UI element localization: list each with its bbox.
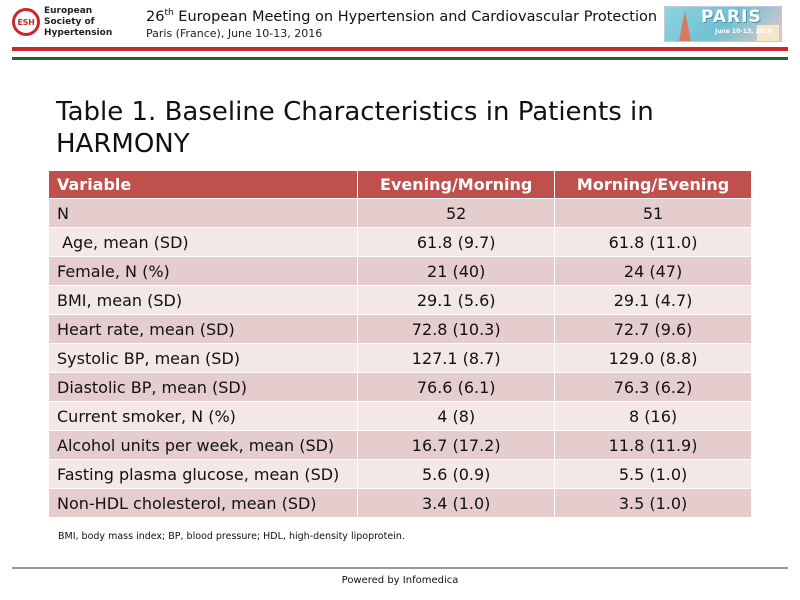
row-morning-evening-value: 72.7 (9.6) [554,314,752,344]
row-morning-evening-value: 24 (47) [554,256,752,286]
table-footnote: BMI, body mass index; BP, blood pressure… [58,531,405,542]
row-evening-morning-value: 127.1 (8.7) [357,343,556,373]
table-row: Heart rate, mean (SD) 72.8 (10.3) 72.7 (… [47,314,752,344]
org-line-3: Hypertension [44,28,113,38]
table-row: Female, N (%) 21 (40) 24 (47) [47,256,752,286]
meeting-ordinal-suffix: th [164,8,174,18]
esh-logo-text: European Society of Hypertension [44,6,112,39]
powered-by: Powered by Infomedica [341,575,459,586]
row-variable: Age, mean (SD) [47,227,359,257]
table-row: Alcohol units per week, mean (SD) 16.7 (… [47,430,752,460]
eiffel-tower-icon [679,11,691,41]
row-variable: Diastolic BP, mean (SD) [47,372,359,402]
footer-rule [12,567,788,569]
row-variable: Heart rate, mean (SD) [47,314,359,344]
row-morning-evening-value: 51 [554,198,752,228]
org-line-1: European [44,6,93,16]
row-variable: Fasting plasma glucose, mean (SD) [47,459,359,489]
column-header-variable: Variable [47,170,359,199]
meeting-location: Paris (France), June 10-13, 2016 [146,26,323,40]
column-header-morning-evening: Morning/Evening [554,170,752,199]
table-row: Current smoker, N (%) 4 (8) 8 (16) [47,401,752,431]
row-variable: Systolic BP, mean (SD) [47,343,359,373]
meeting-title: 26th European Meeting on Hypertension an… [146,8,657,25]
row-variable: BMI, mean (SD) [47,285,359,315]
row-evening-morning-value: 29.1 (5.6) [357,285,556,315]
table-row: Systolic BP, mean (SD) 127.1 (8.7) 129.0… [47,343,752,373]
row-morning-evening-value: 61.8 (11.0) [554,227,752,257]
slide-title: Table 1. Baseline Characteristics in Pat… [56,97,654,159]
table-row: Non-HDL cholesterol, mean (SD) 3.4 (1.0)… [47,488,752,518]
table-row: Diastolic BP, mean (SD) 76.6 (6.1) 76.3 … [47,372,752,402]
row-evening-morning-value: 61.8 (9.7) [357,227,556,257]
table-row: Age, mean (SD) 61.8 (9.7) 61.8 (11.0) [47,227,752,257]
header-rule-green [12,57,788,60]
row-evening-morning-value: 76.6 (6.1) [357,372,556,402]
row-morning-evening-value: 3.5 (1.0) [554,488,752,518]
row-evening-morning-value: 16.7 (17.2) [357,430,556,460]
row-evening-morning-value: 5.6 (0.9) [357,459,556,489]
org-line-2: Society of [44,17,95,27]
row-evening-morning-value: 4 (8) [357,401,556,431]
row-evening-morning-value: 3.4 (1.0) [357,488,556,518]
row-morning-evening-value: 29.1 (4.7) [554,285,752,315]
building-icon [757,25,779,41]
row-morning-evening-value: 76.3 (6.2) [554,372,752,402]
paris-banner-word: PARIS [701,7,762,27]
table-row: BMI, mean (SD) 29.1 (5.6) 29.1 (4.7) [47,285,752,315]
row-evening-morning-value: 72.8 (10.3) [357,314,556,344]
column-header-evening-morning: Evening/Morning [357,170,556,199]
row-variable: Current smoker, N (%) [47,401,359,431]
row-variable: N [47,198,359,228]
row-morning-evening-value: 129.0 (8.8) [554,343,752,373]
paris-banner-date: June 10-13, 2016 [715,28,773,35]
table-row: N 52 51 [47,198,752,228]
row-variable: Non-HDL cholesterol, mean (SD) [47,488,359,518]
meeting-ordinal: 26 [146,8,165,25]
table-row: Fasting plasma glucose, mean (SD) 5.6 (0… [47,459,752,489]
row-evening-morning-value: 52 [357,198,556,228]
row-morning-evening-value: 5.5 (1.0) [554,459,752,489]
header-rule-red [12,47,788,51]
row-evening-morning-value: 21 (40) [357,256,556,286]
row-variable: Female, N (%) [47,256,359,286]
baseline-characteristics-table: Variable Evening/Morning Morning/Evening… [47,170,752,518]
row-morning-evening-value: 11.8 (11.9) [554,430,752,460]
esh-logo: ESH European Society of Hypertension [12,6,132,42]
paris-banner-image: PARIS June 10-13, 2016 [664,6,782,42]
row-morning-evening-value: 8 (16) [554,401,752,431]
meeting-title-text: European Meeting on Hypertension and Car… [173,8,658,25]
meeting-info: 26th European Meeting on Hypertension an… [146,8,657,40]
row-variable: Alcohol units per week, mean (SD) [47,430,359,460]
table-header-row: Variable Evening/Morning Morning/Evening [47,170,752,199]
esh-logo-mark: ESH [12,8,40,36]
